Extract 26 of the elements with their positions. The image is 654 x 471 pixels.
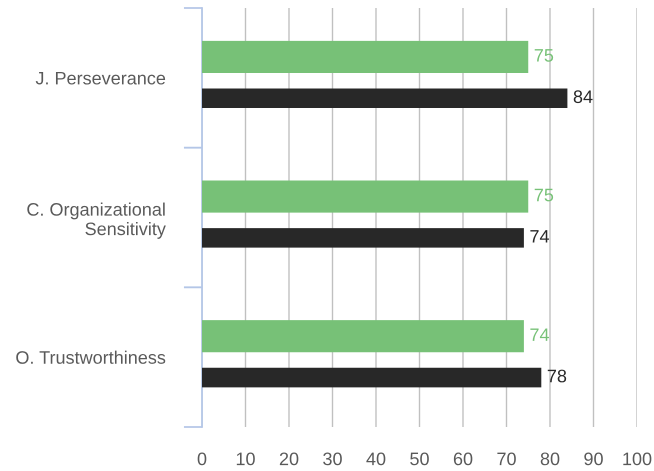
data-label: 74: [530, 328, 550, 341]
x-tick-label: 40: [366, 452, 386, 466]
y-tick-label: O. Trustworthiness: [16, 350, 166, 364]
x-tick-label: 10: [236, 452, 255, 466]
x-tick-label: 20: [280, 452, 298, 466]
data-label: 78: [548, 370, 566, 382]
data-label: 84: [574, 90, 593, 104]
y-tick-label: C. Organizational Sensitivity: [27, 202, 166, 239]
bar: [202, 368, 542, 388]
x-tick-label: 50: [410, 452, 429, 466]
data-label: 75: [534, 188, 554, 202]
x-tick-label: 100: [623, 452, 652, 466]
bar: [202, 180, 528, 213]
x-tick-label: 90: [584, 452, 603, 466]
bar: [202, 40, 528, 73]
x-tick-label: 70: [497, 452, 516, 466]
x-tick-label: 0: [198, 452, 206, 466]
bar: [202, 228, 524, 248]
bar: [202, 88, 568, 108]
data-label: 74: [530, 230, 550, 243]
x-tick-label: 60: [454, 452, 472, 466]
x-tick-label: 80: [540, 452, 560, 466]
y-tick-label: J. Perseverance: [36, 72, 166, 85]
bar: [202, 320, 524, 352]
x-tick-label: 30: [323, 452, 342, 466]
data-label: 75: [534, 49, 554, 62]
